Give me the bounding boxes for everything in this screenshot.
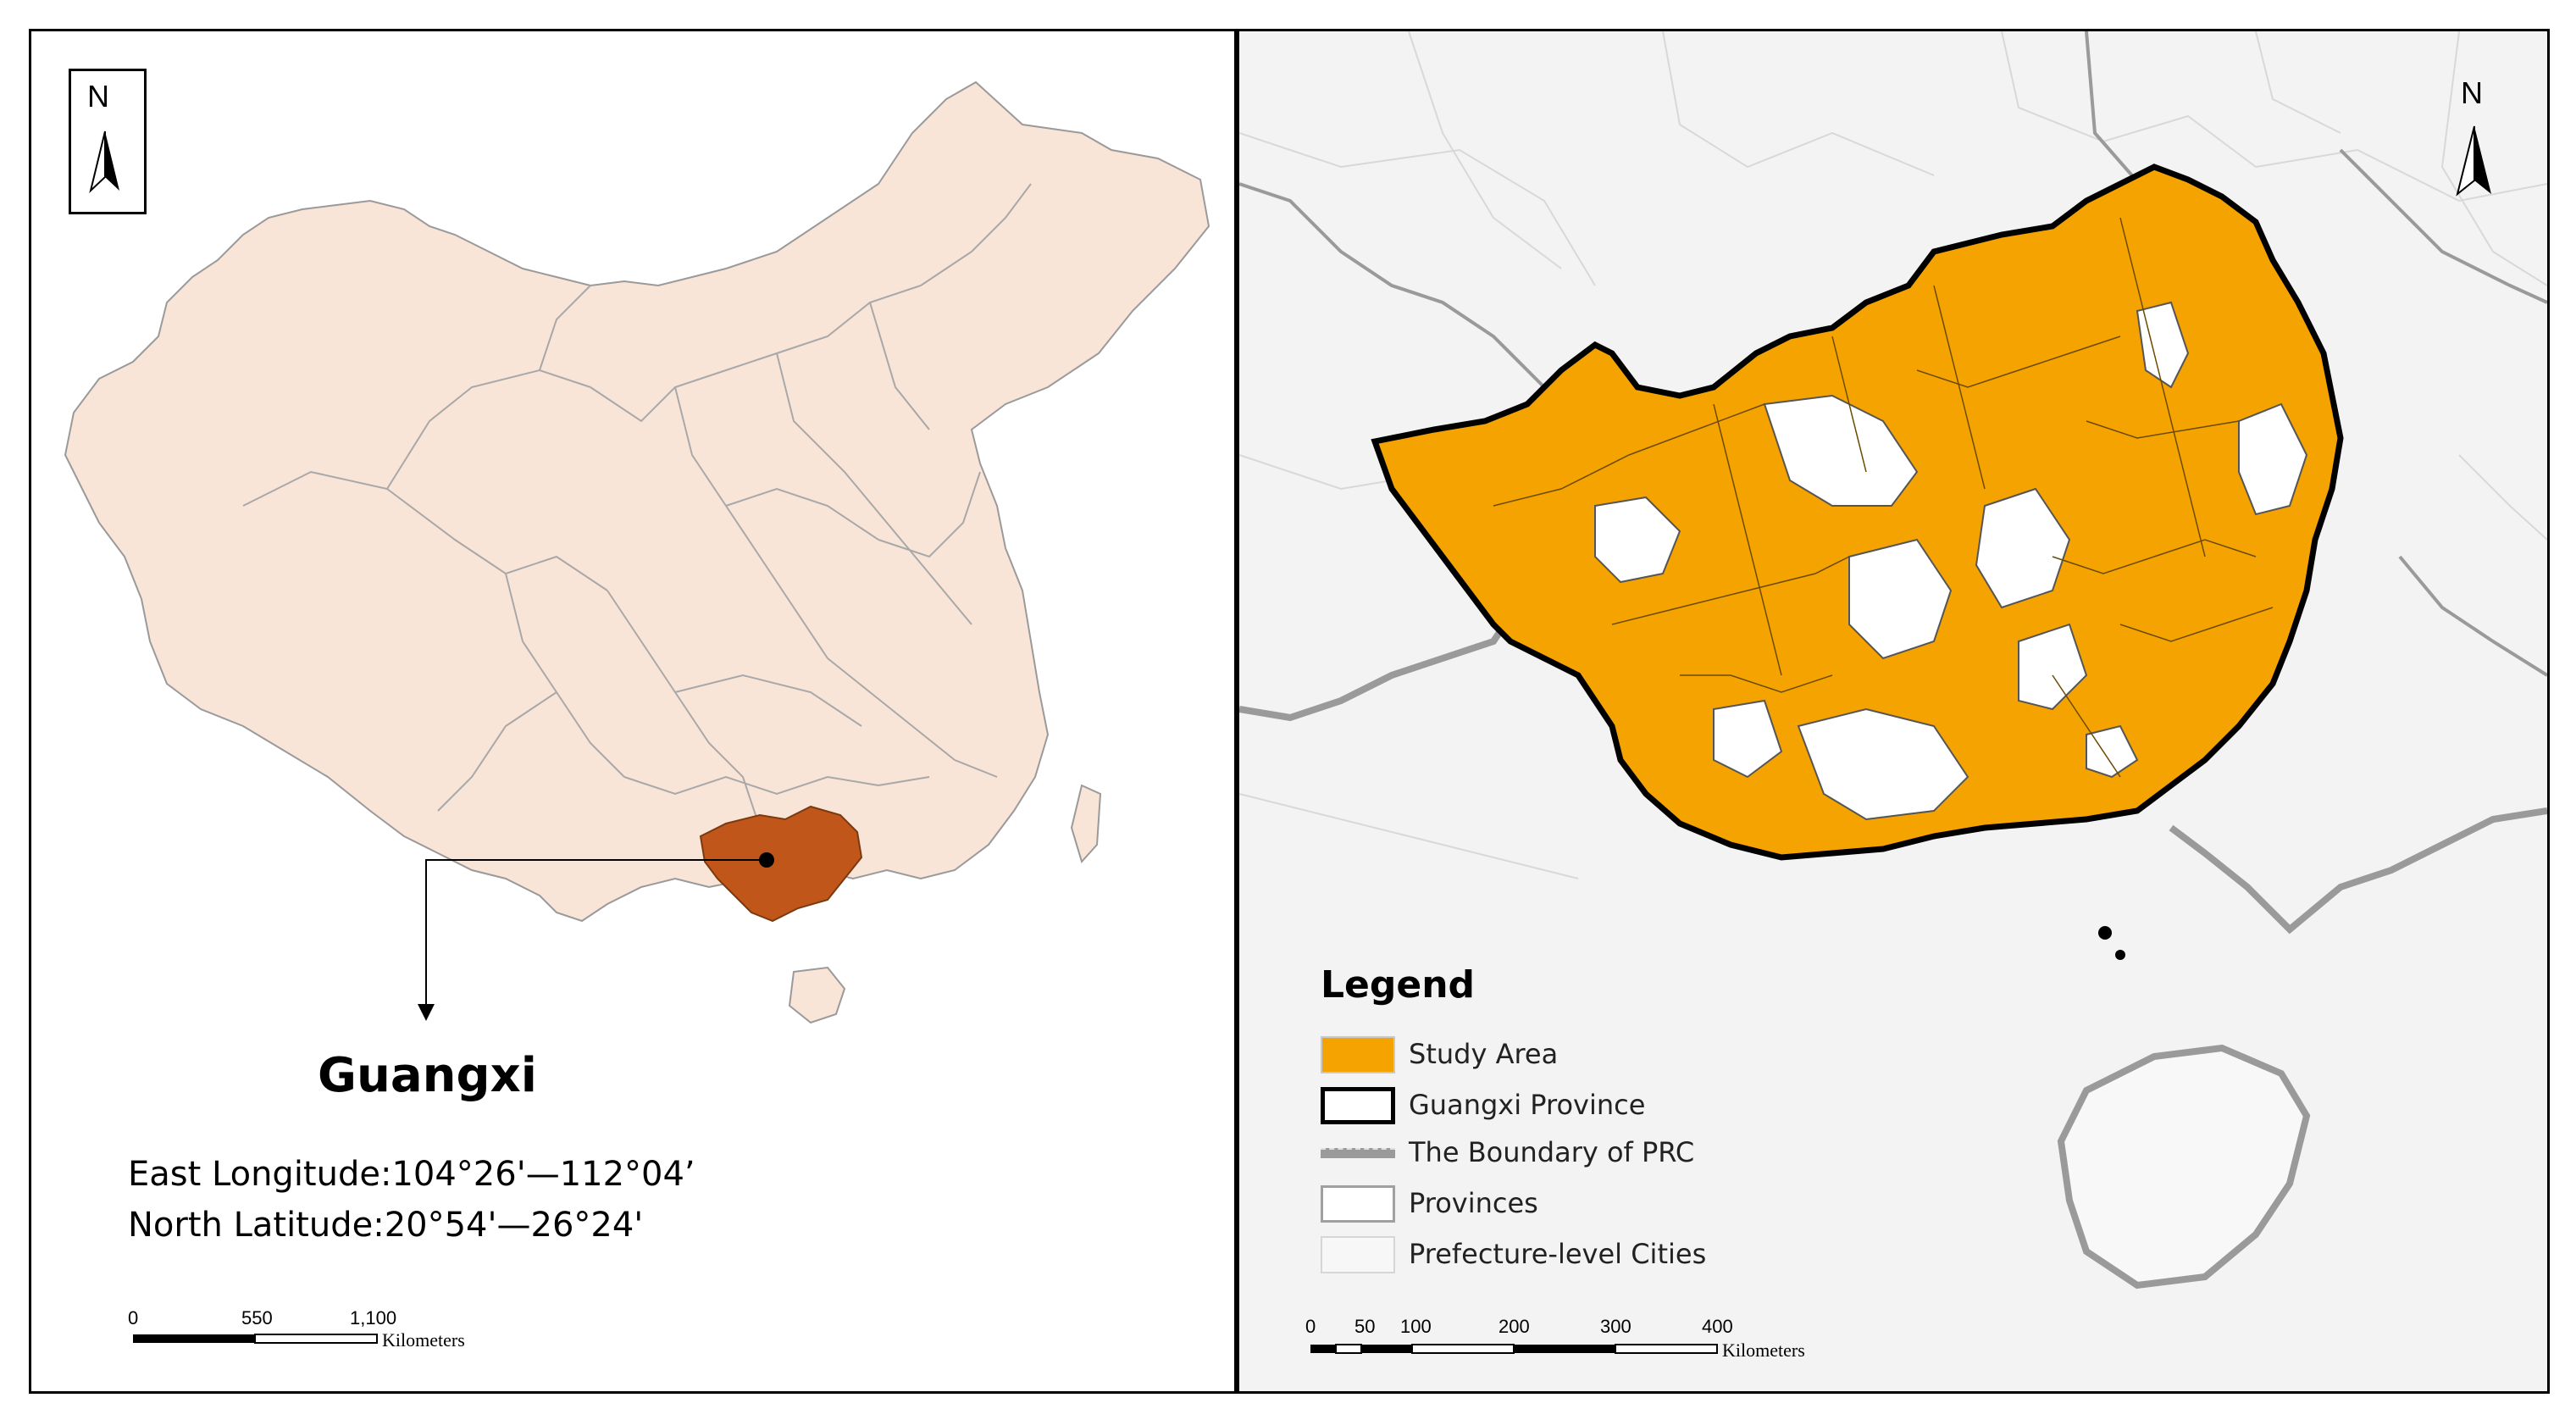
taiwan-shape [1070,784,1102,863]
legend-label-study-area: Study Area [1409,1038,1559,1070]
legend-swatch-prc-boundary [1321,1148,1395,1158]
guangxi-study-area-map: N Legend Study Area Guangxi Province The… [1237,29,2550,1394]
hainan-island [2057,1044,2311,1290]
longitude-text: East Longitude:104°26'—112°04’ [128,1155,695,1194]
right-scale-tick-0: 0 [1305,1316,1316,1337]
north-label-right: N [2461,75,2483,110]
non-study-area-patches [1594,301,2308,821]
guangxi-highlight-shape [699,805,863,923]
legend-label-guangxi-province: Guangxi Province [1409,1089,1646,1121]
right-scale-bar [1310,1344,1718,1354]
right-scale-tick-400: 400 [1702,1316,1733,1337]
china-mainland-shape [64,80,1210,923]
coastline-boundary [2169,807,2547,935]
study-area-fill [1371,164,2344,861]
right-scale-tick-200: 200 [1499,1316,1530,1337]
county-lines [1493,217,2274,778]
small-island [2098,926,2112,940]
prc-boundary-line [1239,613,1514,722]
right-scale-tick-100: 100 [1400,1316,1432,1337]
province-boundaries [242,183,1032,829]
region-label: Guangxi [318,1048,537,1103]
latitude-text: North Latitude:20°54'—26°24' [128,1206,644,1245]
china-map-graphic [64,80,1210,1344]
scale-unit-label: Kilometers [382,1329,465,1351]
left-scale-bar [133,1334,378,1344]
china-overview-map: N Guangxi East Longitude:104°26'—112°04’… [29,29,1237,1394]
study-area-map-graphic [1239,31,2547,1354]
legend-label-prc-boundary: The Boundary of PRC [1409,1136,1695,1168]
right-scale-tick-50: 50 [1354,1316,1376,1337]
legend-label-provinces: Provinces [1409,1187,1538,1219]
legend-title: Legend [1321,963,1476,1007]
scale-tick-1100: 1,100 [350,1307,397,1328]
legend-label-cities: Prefecture-level Cities [1409,1238,1707,1270]
legend-swatch-study-area [1321,1036,1395,1073]
legend-swatch-provinces [1321,1185,1395,1223]
legend-swatch-cities [1321,1236,1395,1273]
north-label: N [87,79,109,114]
legend-swatch-guangxi-province [1321,1087,1395,1124]
scale-tick-0: 0 [128,1307,139,1328]
hainan-island-shape [788,966,846,1024]
right-scale-unit: Kilometers [1722,1340,1805,1361]
scale-tick-550: 550 [241,1307,273,1328]
right-scale-tick-300: 300 [1600,1316,1631,1337]
leader-arrowhead [418,1004,435,1021]
leader-line [425,859,767,1004]
small-island-2 [2115,950,2125,960]
